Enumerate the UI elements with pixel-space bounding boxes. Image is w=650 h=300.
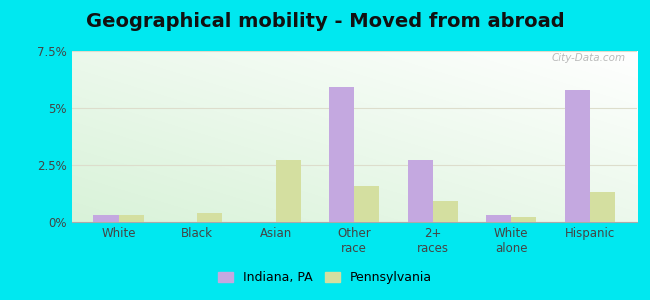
Bar [354,185,380,222]
Legend: Indiana, PA, Pennsylvania: Indiana, PA, Pennsylvania [214,267,436,288]
Bar [94,215,118,222]
Text: Geographical mobility - Moved from abroad: Geographical mobility - Moved from abroa… [86,12,564,31]
Bar [590,192,615,222]
Text: City-Data.com: City-Data.com [552,53,626,63]
Bar [329,88,354,222]
Bar [486,215,512,222]
Bar [276,160,301,222]
Bar [433,202,458,222]
Bar [565,90,590,222]
Bar [408,160,433,222]
Bar [512,218,536,222]
Bar [118,215,144,222]
Bar [197,213,222,222]
